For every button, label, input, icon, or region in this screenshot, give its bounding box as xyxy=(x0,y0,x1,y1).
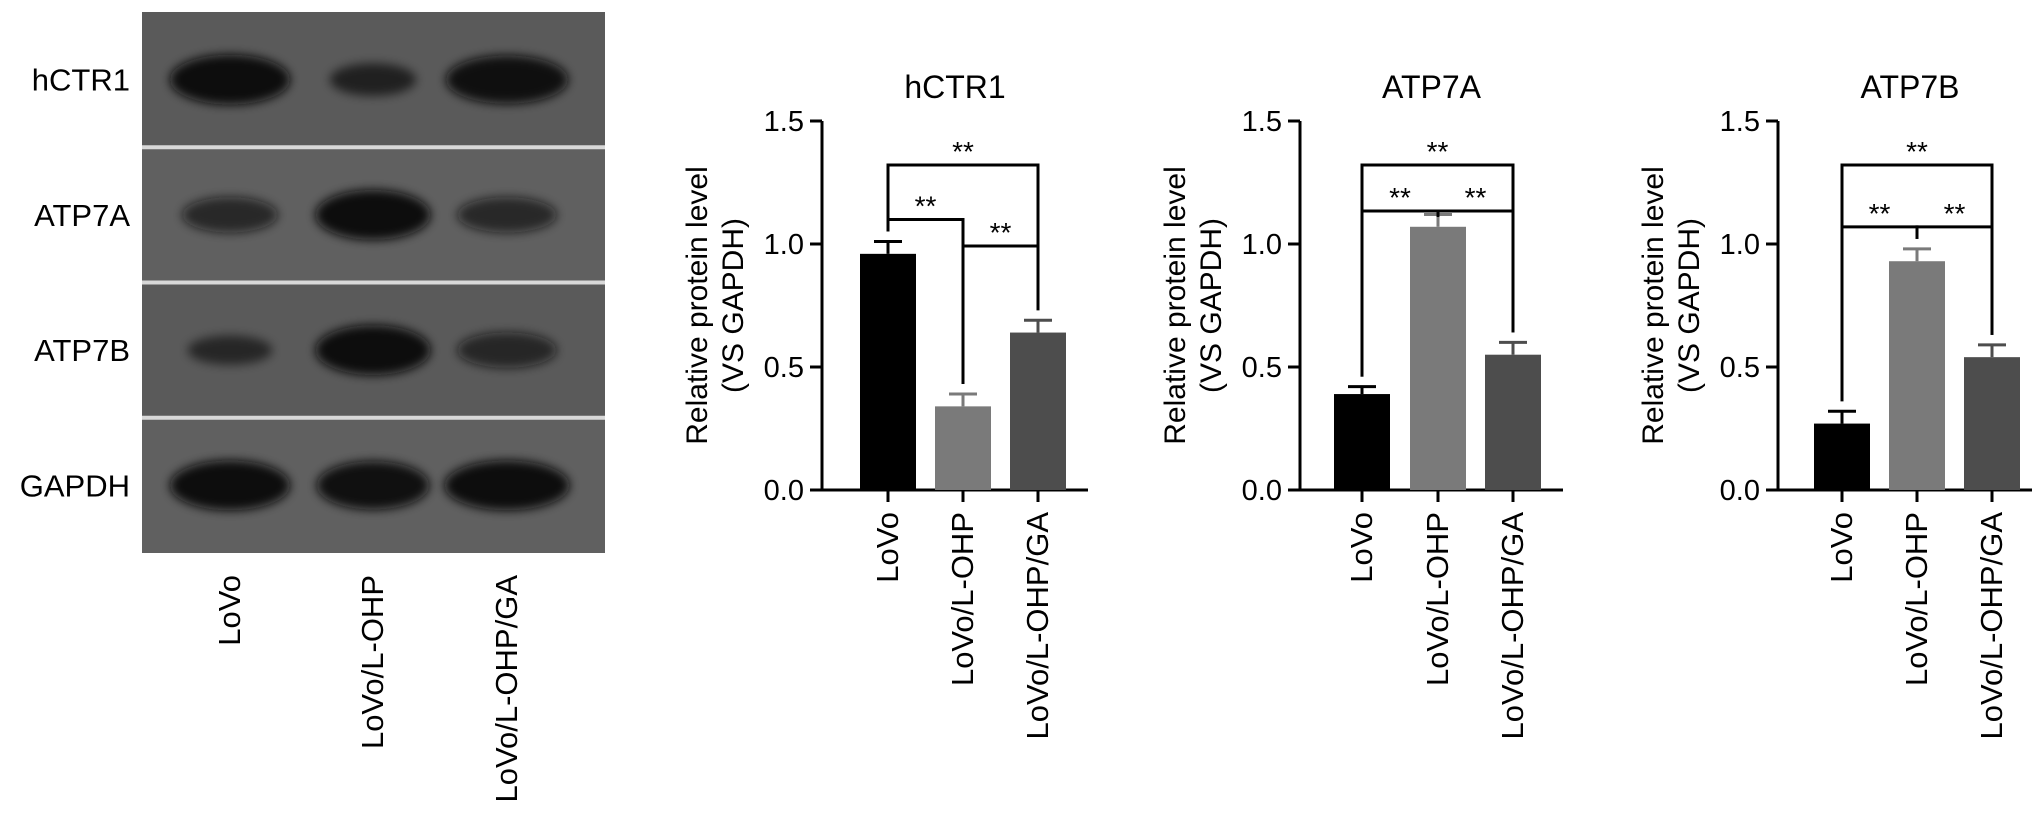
significance-label: ** xyxy=(1465,182,1487,213)
x-tick-label: LoVo/L-OHP/GA xyxy=(1974,512,2009,740)
protein-band xyxy=(316,461,430,510)
x-tick-label: LoVo/L-OHP xyxy=(945,512,980,686)
blot-row-label: ATP7A xyxy=(34,198,130,233)
y-tick-label: 1.0 xyxy=(1242,229,1282,261)
y-tick-label: 1.5 xyxy=(1720,106,1760,138)
bar xyxy=(1410,226,1466,490)
y-axis-label: Relative protein level xyxy=(1159,166,1192,444)
y-tick-label: 0.5 xyxy=(1720,352,1760,384)
blot-divider xyxy=(142,415,605,420)
blot-row-label: hCTR1 xyxy=(32,63,130,98)
y-tick-label: 1.5 xyxy=(764,106,804,138)
y-axis-label: Relative protein level xyxy=(681,166,714,444)
y-axis-label: (VS GAPDH) xyxy=(717,218,750,393)
bar xyxy=(1889,261,1945,490)
bar xyxy=(1010,332,1066,490)
blot-row-label: ATP7B xyxy=(34,333,130,368)
chart-title: hCTR1 xyxy=(904,69,1005,105)
significance-label: ** xyxy=(1906,136,1928,167)
protein-band xyxy=(445,55,569,104)
y-axis-label: (VS GAPDH) xyxy=(1673,218,1706,393)
protein-band xyxy=(457,332,557,368)
y-tick-label: 1.0 xyxy=(764,229,804,261)
y-tick-label: 0.0 xyxy=(1242,475,1282,507)
x-tick-label: LoVo/L-OHP xyxy=(1899,512,1934,686)
protein-band xyxy=(315,189,431,240)
x-tick-label: LoVo/L-OHP xyxy=(1420,512,1455,686)
significance-label: ** xyxy=(1869,198,1891,229)
y-tick-label: 1.0 xyxy=(1720,229,1760,261)
chart-title: ATP7A xyxy=(1382,69,1482,105)
protein-band xyxy=(182,197,278,233)
x-tick-label: LoVo/L-OHP/GA xyxy=(1020,512,1055,740)
bar-chart-atp7a: ATP7A Relative protein level (VS GAPDH) 0.0… xyxy=(1159,69,1563,739)
blot-lane-label: LoVo/L-OHP xyxy=(355,575,390,749)
significance-label: ** xyxy=(1389,182,1411,213)
bar xyxy=(1334,394,1390,490)
bar-chart-hctr1: hCTR1 Relative protein level (VS GAPDH) 0.0… xyxy=(681,69,1088,739)
significance-bracket xyxy=(1360,163,1515,377)
significance-label: ** xyxy=(990,217,1012,248)
bar xyxy=(1964,357,2020,490)
bar xyxy=(860,253,916,490)
protein-band xyxy=(170,460,290,511)
significance-label: ** xyxy=(1944,198,1966,229)
y-tick-label: 0.0 xyxy=(764,475,804,507)
significance-label: ** xyxy=(915,191,937,222)
y-tick-label: 0.5 xyxy=(1242,352,1282,384)
significance-label: ** xyxy=(952,136,974,167)
y-tick-label: 1.5 xyxy=(1242,106,1282,138)
protein-band xyxy=(315,325,431,376)
significance-bracket xyxy=(1840,163,1994,402)
bar-chart-atp7b: ATP7B Relative protein level (VS GAPDH) 0.0… xyxy=(1637,69,2032,739)
x-tick-label: LoVo xyxy=(870,512,905,583)
y-tick-label: 0.0 xyxy=(1720,475,1760,507)
y-tick-label: 0.5 xyxy=(764,352,804,384)
protein-band xyxy=(187,335,273,365)
protein-band xyxy=(444,460,570,511)
significance-bracket xyxy=(886,163,1040,311)
protein-band xyxy=(329,63,417,96)
significance-label: ** xyxy=(1427,136,1449,167)
x-tick-label: LoVo xyxy=(1824,512,1859,583)
chart-title: ATP7B xyxy=(1861,69,1960,105)
blot-divider xyxy=(142,145,605,150)
blot-lane-label: LoVo/L-OHP/GA xyxy=(489,575,524,803)
blot-divider xyxy=(142,280,605,285)
bar xyxy=(935,406,991,490)
bar xyxy=(1814,423,1870,490)
bar xyxy=(1485,354,1541,490)
protein-band xyxy=(170,54,290,105)
protein-band xyxy=(457,197,557,233)
y-axis-label: (VS GAPDH) xyxy=(1195,218,1228,393)
blot-row-label: GAPDH xyxy=(20,468,130,503)
y-axis-label: Relative protein level xyxy=(1637,166,1670,444)
western-blot-panel: hCTR1 ATP7A ATP7B GAPDH LoVo LoVo/L-OHP LoVo/L… xyxy=(20,12,605,802)
x-tick-label: LoVo xyxy=(1344,512,1379,583)
x-tick-label: LoVo/L-OHP/GA xyxy=(1495,512,1530,740)
blot-lane-label: LoVo xyxy=(212,575,247,646)
